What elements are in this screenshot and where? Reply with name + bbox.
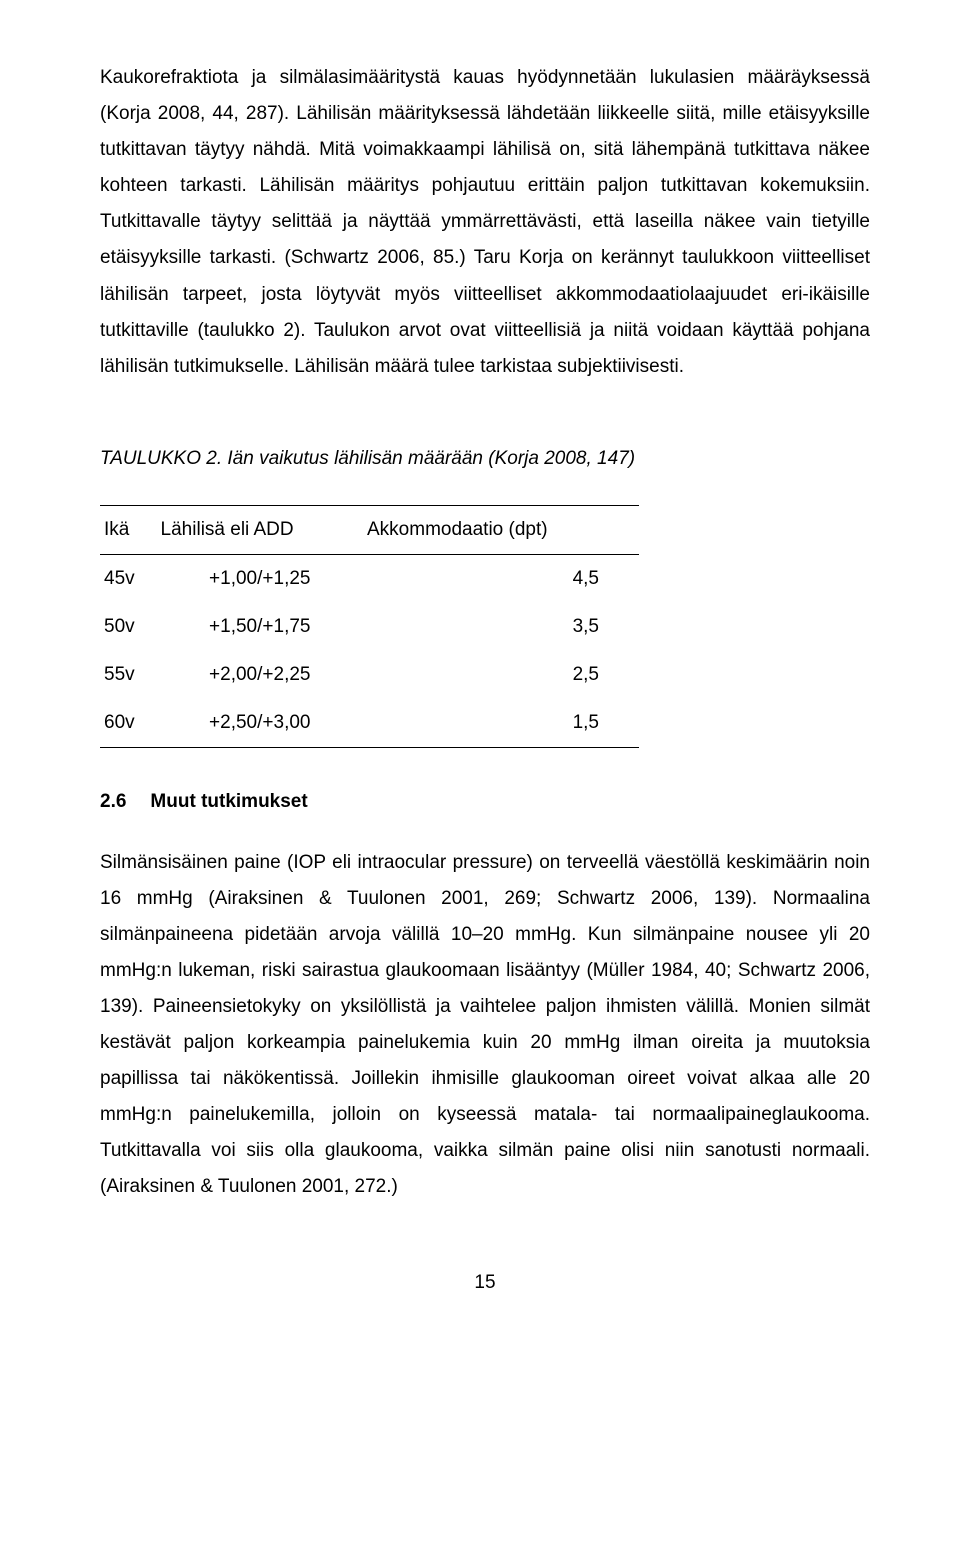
table-row: 50v +1,50/+1,75 3,5	[100, 603, 639, 651]
table-cell: +1,50/+1,75	[157, 603, 363, 651]
section-title: Muut tutkimukset	[150, 791, 307, 812]
table-cell: +1,00/+1,25	[157, 555, 363, 604]
table-cell: 45v	[100, 555, 157, 604]
table-cell: 3,5	[363, 603, 639, 651]
page-number: 15	[100, 1265, 870, 1301]
table-cell: 55v	[100, 651, 157, 699]
section-number: 2.6	[100, 784, 126, 820]
table-cell: +2,50/+3,00	[157, 699, 363, 748]
table-cell: 1,5	[363, 699, 639, 748]
table-cell: 4,5	[363, 555, 639, 604]
table-header-cell: Ikä	[100, 505, 157, 554]
table-row: 55v +2,00/+2,25 2,5	[100, 651, 639, 699]
table-header-row: Ikä Lähilisä eli ADD Akkommodaatio (dpt)	[100, 505, 639, 554]
table-cell: +2,00/+2,25	[157, 651, 363, 699]
data-table: Ikä Lähilisä eli ADD Akkommodaatio (dpt)…	[100, 505, 639, 748]
table-cell: 60v	[100, 699, 157, 748]
section-heading: 2.6 Muut tutkimukset	[100, 784, 870, 820]
table-header-cell: Akkommodaatio (dpt)	[363, 505, 639, 554]
table-title: TAULUKKO 2. Iän vaikutus lähilisän määrä…	[100, 441, 870, 477]
body-paragraph-1: Kaukorefraktiota ja silmälasimääritystä …	[100, 60, 870, 385]
table-row: 60v +2,50/+3,00 1,5	[100, 699, 639, 748]
table-cell: 2,5	[363, 651, 639, 699]
table-row: 45v +1,00/+1,25 4,5	[100, 555, 639, 604]
table-header-cell: Lähilisä eli ADD	[157, 505, 363, 554]
table-cell: 50v	[100, 603, 157, 651]
body-paragraph-2: Silmänsisäinen paine (IOP eli intraocula…	[100, 845, 870, 1206]
